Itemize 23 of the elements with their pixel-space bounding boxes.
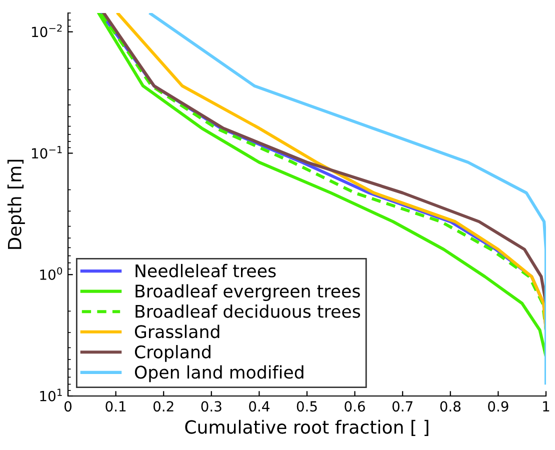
y-axis-title: Depth [m] [7,160,25,249]
x-tick-label: 0.2 [153,401,174,412]
x-tick-label: 0.3 [201,401,222,412]
x-tick-label: 0.8 [440,401,460,412]
y-tick-label: 10$^{−2}$ [32,24,62,38]
x-tick-label: 1 [543,401,550,412]
x-tick-label: 0.1 [106,401,126,412]
x-tick-label: 0.9 [488,401,508,412]
legend-label: Broadleaf deciduous trees [136,304,360,318]
x-tick-label: 0.5 [296,401,317,412]
x-tick-label: 0.4 [249,401,270,412]
y-tick-label: 10$^{1}$ [40,388,62,402]
x-tick-label: 0.6 [344,401,365,412]
legend-label: Needleleaf trees [136,264,276,278]
legend-label: Open land modified [134,365,304,382]
y-tick-label: 10$^{−1}$ [32,146,62,159]
legend-label: Cropland [134,345,210,362]
x-tick-label: 0.7 [392,401,412,412]
legend-label: Broadleaf evergreen trees [136,284,360,302]
y-tick-label: 10$^{0}$ [40,267,62,280]
x-axis-title: Cumulative root fraction [ ] [185,420,428,436]
legend-label: Grassland [134,324,220,338]
x-tick-label: 0 [64,401,72,412]
